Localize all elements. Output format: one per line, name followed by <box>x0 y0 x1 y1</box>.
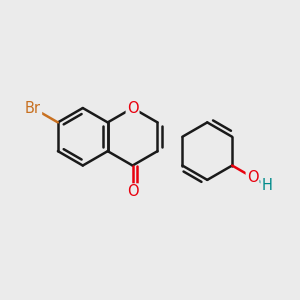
Text: H: H <box>262 178 272 193</box>
Text: O: O <box>127 184 138 200</box>
Text: O: O <box>247 170 258 185</box>
Text: O: O <box>127 100 138 116</box>
Text: Br: Br <box>25 100 41 116</box>
